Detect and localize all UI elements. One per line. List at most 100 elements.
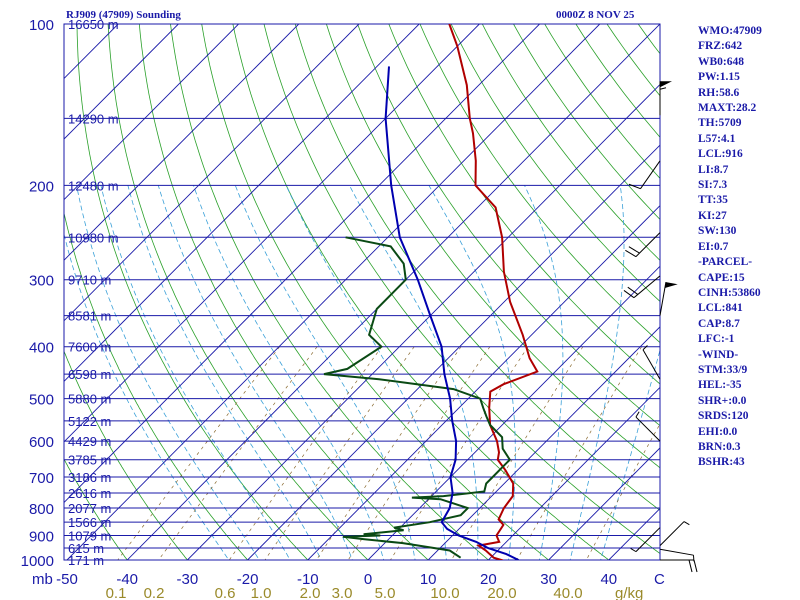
height-label: 1079 m (68, 528, 111, 543)
moist-adiabat (524, 185, 564, 560)
pressure-tick-label: 500 (29, 392, 54, 409)
moist-adiabat (349, 185, 479, 560)
height-label: 12480 m (68, 178, 119, 193)
wind-barb-full (628, 246, 640, 254)
height-label: 171 m (68, 553, 104, 568)
index-item: STM:33/9 (698, 363, 748, 376)
stability-indices: WMO:47909 FRZ:642 WB0:648 PW:1.15 RH:58.6 MAX… (698, 24, 798, 471)
mixing-ratio-label: 3.0 (332, 585, 353, 600)
height-label: 10980 m (68, 230, 119, 245)
isotherm (64, 24, 420, 382)
celsius-unit-label: C (654, 571, 665, 588)
mixing-ratio-label: 10.0 (430, 585, 459, 600)
height-label: 4429 m (68, 434, 111, 449)
height-label: 9710 m (68, 273, 111, 288)
index-item: EHI:0.0 (698, 425, 738, 438)
wind-barb-staff (635, 232, 661, 257)
temperature-tick-label: 10 (420, 571, 437, 588)
mixing-ratio-label: 0.2 (144, 585, 165, 600)
dry-adiabat (138, 24, 429, 560)
temperature-tick-label: -40 (116, 571, 138, 588)
moist-adiabat (600, 348, 660, 560)
wind-barb (625, 232, 661, 258)
mixing-ratio-label: 1.0 (251, 585, 272, 600)
mixing-ratio-label: 0.6 (215, 585, 236, 600)
height-label: 615 m (68, 541, 104, 556)
height-label: 2077 m (68, 501, 111, 516)
wind-barb (659, 282, 678, 316)
wind-barb (660, 559, 698, 573)
mixing-unit-label: g/kg (615, 585, 643, 600)
isotherm (64, 24, 239, 201)
isotherm (427, 326, 660, 560)
temperature-tick-label: -30 (177, 571, 199, 588)
index-item: FRZ:642 (698, 40, 743, 53)
wind-barb-half (659, 87, 667, 90)
dry-adiabat (170, 24, 490, 560)
index-item: CINH:53860 (698, 286, 761, 299)
moist-adiabat (127, 185, 322, 560)
mixing-ratio-label: 0.1 (106, 585, 127, 600)
mixing-ratio-line (117, 346, 280, 560)
wind-barb (659, 81, 672, 116)
mixing-ratio-label: 20.0 (487, 585, 516, 600)
dry-adiabat (357, 24, 660, 427)
index-item: HEL:-35 (698, 379, 742, 392)
height-label: 5122 m (68, 414, 111, 429)
wind-barb-staff (640, 160, 661, 189)
index-item: WB0:648 (698, 55, 744, 68)
temperature-tick-label: 20 (480, 571, 497, 588)
index-item: -WIND- (698, 348, 739, 361)
dry-adiabat (64, 350, 188, 560)
index-item: LCL:841 (698, 302, 743, 315)
parcel-profile (384, 66, 519, 560)
mixing-ratio-line (158, 346, 318, 560)
wind-barb-full (628, 183, 641, 190)
index-item: MAXT:28.2 (698, 102, 757, 115)
isotherm (64, 24, 480, 443)
mixing-ratio-line (228, 346, 383, 560)
isotherms (64, 24, 660, 560)
index-item: RH:58.6 (698, 86, 740, 99)
pressure-tick-label: 900 (29, 528, 54, 545)
wind-barb-staff (642, 349, 661, 380)
temperature-profile (448, 24, 539, 560)
mixing-ratio-label: 2.0 (300, 585, 321, 600)
wind-barb (635, 411, 661, 442)
index-item: SI:7.3 (698, 179, 728, 192)
wind-barb-half (635, 411, 640, 418)
temperature-tick-label: 0 (364, 571, 372, 588)
mixing-ratio-line (586, 423, 660, 560)
moist-adiabat (234, 185, 416, 560)
wind-barb-flag (664, 282, 678, 289)
height-label: 16650 m (68, 17, 119, 32)
pressure-tick-label: 300 (29, 273, 54, 290)
wind-barb (630, 527, 661, 553)
dry-adiabat (201, 24, 550, 560)
isotherm (187, 83, 660, 560)
mixing-ratio-line (315, 346, 462, 560)
dry-adiabat (107, 24, 369, 560)
index-item: CAPE:15 (698, 271, 745, 284)
dry-adiabat (450, 24, 660, 302)
isotherm (64, 24, 300, 261)
index-item: BSHR:43 (698, 456, 745, 469)
wind-barb-half (683, 521, 690, 526)
wind-barb-staff (659, 548, 694, 556)
mixing-ratio-line (347, 346, 491, 560)
height-label: 7600 m (68, 340, 111, 355)
pressure-tick-label: 800 (29, 501, 54, 518)
temperature-tick-label: 40 (600, 571, 617, 588)
height-label: 3785 m (68, 453, 111, 468)
moist-adiabat (100, 185, 291, 560)
pressure-tick-label: 400 (29, 340, 54, 357)
moist-adiabat (569, 185, 625, 560)
wind-barb-full (627, 286, 639, 295)
height-label: 8581 m (68, 309, 111, 324)
wind-barb (642, 345, 661, 380)
isotherm (548, 447, 660, 560)
height-label: 6598 m (68, 367, 111, 382)
mixing-ratio-line (450, 346, 584, 560)
index-item: SW:130 (698, 225, 737, 238)
